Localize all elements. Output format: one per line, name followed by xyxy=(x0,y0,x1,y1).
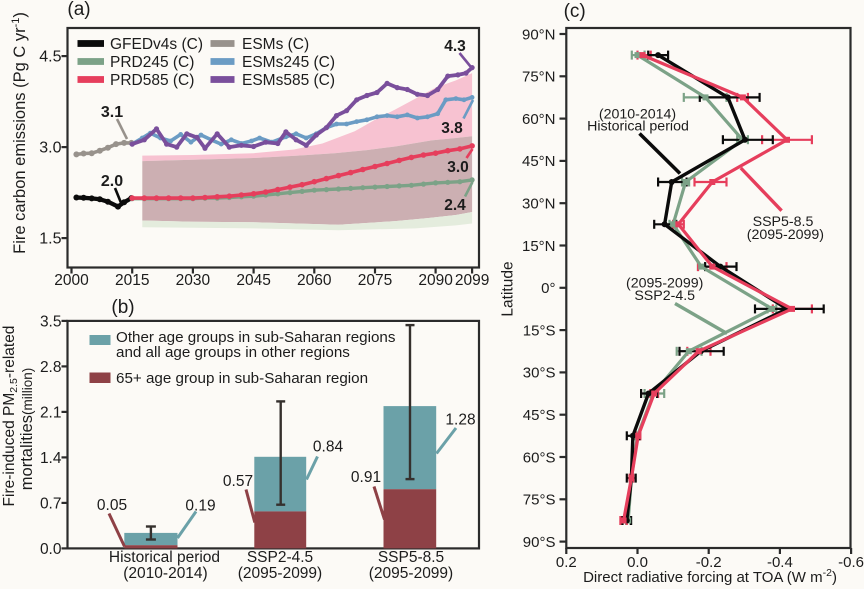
svg-text:PRD585 (C): PRD585 (C) xyxy=(110,72,194,89)
svg-text:15°N: 15°N xyxy=(522,238,556,255)
svg-text:2099: 2099 xyxy=(455,272,489,289)
svg-text:-0.4: -0.4 xyxy=(767,554,793,571)
svg-text:SSP5-8.5: SSP5-8.5 xyxy=(753,214,814,230)
svg-text:0.0: 0.0 xyxy=(40,541,62,558)
svg-text:3.0: 3.0 xyxy=(39,140,61,157)
svg-text:45°N: 45°N xyxy=(522,153,556,170)
svg-text:3.1: 3.1 xyxy=(101,104,123,121)
svg-text:(a): (a) xyxy=(67,0,90,20)
svg-text:Historical period: Historical period xyxy=(109,549,220,566)
svg-text:4.3: 4.3 xyxy=(444,38,466,55)
svg-text:-0.6: -0.6 xyxy=(838,554,864,571)
svg-text:2030: 2030 xyxy=(176,272,211,289)
svg-text:ESMs245 (C): ESMs245 (C) xyxy=(242,54,335,71)
svg-text:2.8: 2.8 xyxy=(40,359,62,376)
svg-text:Direct radiative forcing at TO: Direct radiative forcing at TOA (W m-2) xyxy=(583,567,837,586)
svg-text:0.57: 0.57 xyxy=(223,473,253,490)
svg-text:2075: 2075 xyxy=(358,272,392,289)
svg-text:(2095-2099): (2095-2099) xyxy=(369,565,453,582)
svg-text:1.28: 1.28 xyxy=(445,412,475,429)
svg-text:3.0: 3.0 xyxy=(447,159,469,176)
svg-text:2.0: 2.0 xyxy=(101,173,123,190)
svg-text:2090: 2090 xyxy=(418,272,453,289)
svg-text:ESMs585 (C): ESMs585 (C) xyxy=(242,72,335,89)
svg-text:2060: 2060 xyxy=(297,272,332,289)
svg-text:SSP2-4.5: SSP2-4.5 xyxy=(247,549,313,566)
svg-text:60°N: 60°N xyxy=(522,111,556,128)
svg-text:4.5: 4.5 xyxy=(39,49,61,66)
svg-text:SSP5-8.5: SSP5-8.5 xyxy=(378,549,444,566)
svg-text:2.4: 2.4 xyxy=(444,197,466,214)
svg-text:SSP2-4.5: SSP2-4.5 xyxy=(634,288,695,304)
svg-text:ESMs (C): ESMs (C) xyxy=(242,36,309,53)
svg-text:30°N: 30°N xyxy=(522,196,556,213)
svg-text:1.5: 1.5 xyxy=(39,231,61,248)
svg-text:(2095-2099): (2095-2099) xyxy=(747,227,824,243)
svg-text:2000: 2000 xyxy=(54,272,89,289)
svg-text:90°N: 90°N xyxy=(522,26,556,43)
svg-text:1.4: 1.4 xyxy=(40,450,62,467)
svg-text:0.19: 0.19 xyxy=(185,498,215,515)
svg-text:0°: 0° xyxy=(541,280,555,297)
svg-text:75°S: 75°S xyxy=(523,492,556,509)
svg-text:Historical period: Historical period xyxy=(587,119,689,135)
svg-text:Fire-induced PM2.5-related: Fire-induced PM2.5-related xyxy=(1,326,20,507)
svg-text:(2095-2099): (2095-2099) xyxy=(626,276,703,292)
svg-text:Latitude: Latitude xyxy=(500,261,517,316)
svg-text:and all age groups in other re: and all age groups in other regions xyxy=(116,344,350,361)
svg-text:65+ age group in sub-Saharan r: 65+ age group in sub-Saharan region xyxy=(116,370,368,387)
svg-text:Other age groups in sub-Sahara: Other age groups in sub-Saharan regions xyxy=(116,329,396,346)
svg-text:0.2: 0.2 xyxy=(556,554,577,571)
svg-text:3.8: 3.8 xyxy=(441,120,463,137)
svg-text:45°S: 45°S xyxy=(523,407,556,424)
svg-text:2045: 2045 xyxy=(236,272,270,289)
svg-text:75°N: 75°N xyxy=(522,69,556,86)
svg-text:GFEDv4s (C): GFEDv4s (C) xyxy=(110,36,203,53)
svg-text:2015: 2015 xyxy=(115,272,149,289)
svg-text:Fire carbon emissions (Pg C y: Fire carbon emissions (Pg C yr-1) xyxy=(10,12,29,254)
svg-text:0.7: 0.7 xyxy=(40,495,62,512)
svg-text:30°S: 30°S xyxy=(523,365,556,382)
svg-text:(c): (c) xyxy=(564,1,586,22)
svg-text:(2010-2014): (2010-2014) xyxy=(123,565,207,582)
svg-text:(b): (b) xyxy=(111,297,134,318)
svg-text:(2010-2014): (2010-2014) xyxy=(599,106,676,122)
svg-text:0.0: 0.0 xyxy=(627,554,648,571)
svg-text:mortalities(million): mortalities(million) xyxy=(18,368,36,490)
svg-text:3.5: 3.5 xyxy=(40,313,62,330)
svg-text:2.1: 2.1 xyxy=(40,404,62,421)
svg-text:0.91: 0.91 xyxy=(351,469,381,486)
svg-text:60°S: 60°S xyxy=(523,449,556,466)
svg-text:0.05: 0.05 xyxy=(97,497,127,514)
svg-text:PRD245 (C): PRD245 (C) xyxy=(110,54,194,71)
svg-text:-0.2: -0.2 xyxy=(696,554,722,571)
svg-text:0.84: 0.84 xyxy=(313,439,344,456)
svg-text:15°S: 15°S xyxy=(523,322,556,339)
svg-text:90°S: 90°S xyxy=(523,534,556,551)
svg-text:(2095-2099): (2095-2099) xyxy=(238,565,322,582)
